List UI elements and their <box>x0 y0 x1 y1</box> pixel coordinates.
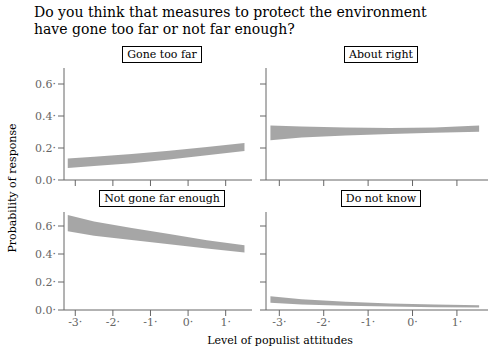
svg-text:-3·: -3· <box>272 316 286 329</box>
svg-text:0.0·: 0.0· <box>35 304 56 317</box>
svg-text:0.6·: 0.6· <box>35 220 56 233</box>
svg-text:-1·: -1· <box>143 316 157 329</box>
html-text:Do you think that measures to: Do you think that measures to protect th… <box>34 4 427 37</box>
svg-text:0.4·: 0.4· <box>35 110 56 123</box>
svg-text:-3·: -3· <box>68 316 82 329</box>
svg-text:0·: 0· <box>183 316 194 329</box>
html-text:Not gone far enough: Not gone far enough <box>104 192 220 205</box>
html-text:Probability of response: Probability of response <box>5 123 19 253</box>
html-text:About right: About right <box>349 48 413 61</box>
svg-text:0.6·: 0.6· <box>35 78 56 91</box>
html-text:Gone too far: Gone too far <box>127 48 197 61</box>
svg-text:0.2·: 0.2· <box>35 276 56 289</box>
svg-text:1·: 1· <box>220 316 231 329</box>
svg-text:0.2·: 0.2· <box>35 142 56 155</box>
svg-text:-2·: -2· <box>106 316 120 329</box>
html-text:Do not know: Do not know <box>345 192 417 205</box>
svg-text:1·: 1· <box>452 316 463 329</box>
svg-text:0.0·: 0.0· <box>35 174 56 187</box>
svg-text:-1·: -1· <box>361 316 375 329</box>
html-text:Level of populist attitudes: Level of populist attitudes <box>207 334 353 347</box>
svg-text:-2·: -2· <box>317 316 331 329</box>
svg-text:0·: 0· <box>407 316 418 329</box>
svg-text:0.4·: 0.4· <box>35 248 56 261</box>
